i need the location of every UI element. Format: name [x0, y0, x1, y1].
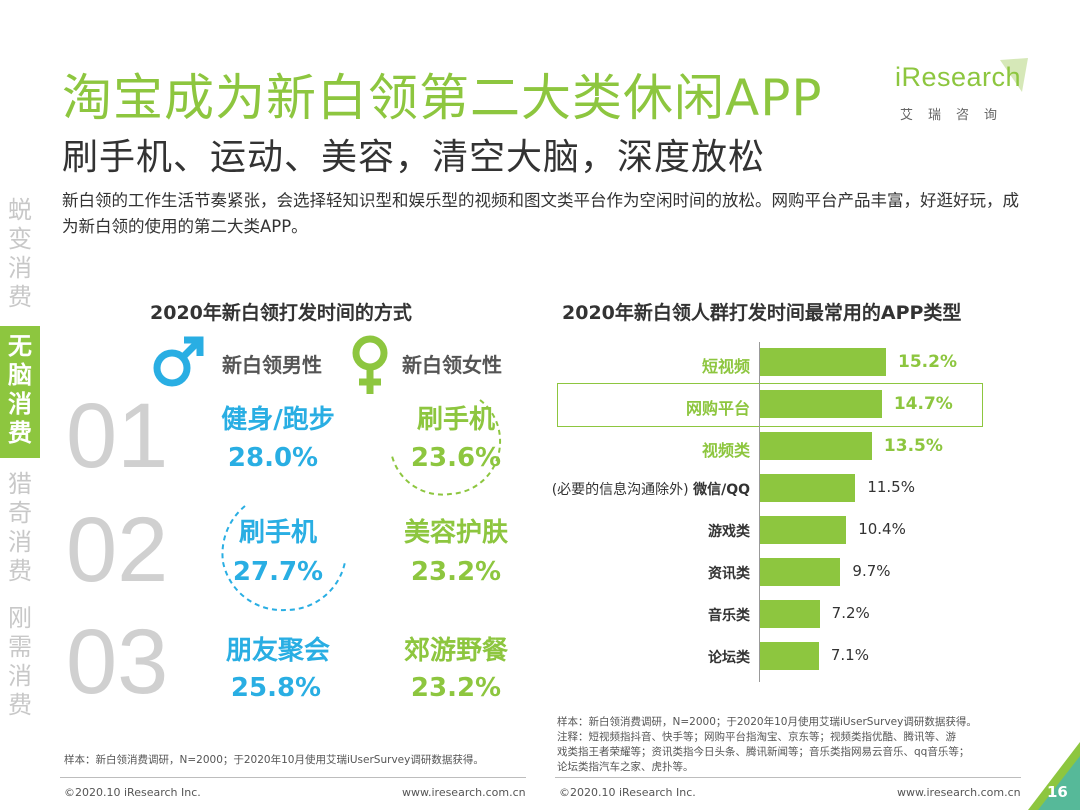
right-notes: 样本：新白领消费调研，N=2000；于2020年10月使用艾瑞iUserSurv… — [557, 715, 977, 775]
female-activity: 刷手机 — [416, 405, 495, 435]
bar — [760, 642, 819, 670]
female-pct: 23.2% — [410, 673, 502, 703]
bar — [760, 558, 841, 586]
bar-category-label: 论坛类 — [708, 650, 750, 666]
bar-value-label: 13.5% — [883, 436, 943, 456]
bar-value-label: 11.5% — [867, 478, 915, 496]
sidebar-section-4[interactable]: 刚 需 消 费 — [0, 604, 40, 722]
bar-category-label: 短视频 — [701, 357, 750, 376]
sidebar-char: 变 — [8, 225, 32, 253]
footer-divider — [60, 777, 526, 778]
sidebar-section-2-active[interactable]: 无 脑 消 费 — [0, 326, 40, 458]
rank-number: 02 — [66, 499, 169, 601]
rank-number: 01 — [66, 385, 169, 487]
bar — [760, 432, 872, 460]
bar-category-label: 视频类 — [701, 441, 750, 460]
footer-divider — [555, 777, 1021, 778]
bar-value-label: 7.2% — [831, 604, 870, 622]
logo-flag-icon — [894, 58, 1028, 98]
bar-value-label: 14.7% — [893, 394, 953, 414]
bar-category-label: 网购平台 — [685, 399, 750, 418]
bar-value-label: 10.4% — [858, 520, 906, 538]
male-symbol-icon — [153, 336, 204, 387]
chart-title: 2020年新白领人群打发时间最常用的APP类型 — [562, 302, 962, 324]
sidebar-char: 消 — [8, 662, 32, 690]
intro-text: 新白领的工作生活节奏紧张，会选择轻知识型和娱乐型的视频和图文类平台作为空闲时间的… — [62, 191, 1019, 236]
male-activity: 朋友聚会 — [225, 636, 330, 666]
bar-category-label: 音乐类 — [708, 608, 750, 624]
footer-url[interactable]: www.iresearch.com.cn — [402, 786, 526, 799]
page-corner-decoration — [1028, 742, 1080, 810]
left-sample-note: 样本：新白领消费调研，N=2000；于2020年10月使用艾瑞iUserSurv… — [64, 754, 484, 766]
note-line: 戏类指王者荣耀等；资讯类指今日头条、腾讯新闻等；音乐类指网易云音乐、qq音乐等； — [557, 746, 970, 758]
sidebar-char: 猎 — [8, 470, 32, 498]
app-type-bar-chart: 短视频 15.2% 网购平台 14.7% 视频类 13.5% (必要的信息沟通除外) 微信/… — [540, 340, 1010, 682]
female-activity: 美容护肤 — [403, 518, 508, 548]
note-line: 论坛类指汽车之家、虎扑等。 — [557, 761, 694, 773]
note-line: 样本：新白领消费调研，N=2000；于2020年10月使用艾瑞iUserSurv… — [557, 716, 977, 728]
sidebar-char: 无 — [8, 332, 32, 360]
page-title: 淘宝成为新白领第二大类休闲APP — [62, 69, 823, 127]
female-pct: 23.6% — [410, 443, 502, 473]
sidebar-char: 脑 — [8, 361, 32, 389]
sidebar-char: 需 — [8, 633, 32, 661]
male-activity: 刷手机 — [238, 518, 317, 548]
page-subtitle: 刷手机、运动、美容，清空大脑，深度放松 — [62, 137, 766, 178]
bar — [760, 516, 847, 544]
bar — [760, 348, 886, 376]
male-activity: 健身/跑步 — [221, 405, 335, 435]
sidebar-char: 蜕 — [8, 196, 32, 224]
sidebar-char: 消 — [8, 254, 32, 282]
bar-category-label: (必要的信息沟通除外) 微信/QQ — [552, 479, 750, 499]
footer-copyright: ©2020.10 iResearch Inc. — [559, 786, 696, 799]
bar — [760, 600, 820, 628]
bar-category-main: 微信/QQ — [693, 482, 750, 498]
footer-url[interactable]: www.iresearch.com.cn — [897, 786, 1021, 799]
sidebar-section-1[interactable]: 蜕 变 消 费 — [0, 196, 40, 314]
male-label: 新白领男性 — [222, 353, 322, 377]
male-rank2-dashed-arc — [221, 505, 346, 612]
bar-category-prefix: (必要的信息沟通除外) — [551, 482, 694, 498]
sidebar-char: 费 — [8, 419, 32, 447]
sidebar-char: 奇 — [8, 499, 32, 527]
chart-axis-line — [759, 342, 760, 682]
rank-number: 03 — [66, 611, 169, 713]
sidebar-section-3[interactable]: 猎 奇 消 费 — [0, 470, 40, 588]
bar-category-label: 资讯类 — [708, 566, 750, 582]
highlight-box — [557, 383, 983, 427]
page-number: 16 — [1047, 783, 1068, 801]
sidebar-char: 费 — [8, 557, 32, 585]
left-panel-title: 2020年新白领打发时间的方式 — [150, 302, 412, 324]
male-pct: 28.0% — [227, 443, 319, 473]
female-label: 新白领女性 — [402, 353, 502, 377]
sidebar-char: 刚 — [8, 604, 32, 632]
female-rank1-dashed-arc — [391, 399, 502, 496]
bar-value-label: 9.7% — [852, 562, 891, 580]
female-activity: 郊游野餐 — [403, 636, 508, 666]
male-pct: 25.8% — [230, 673, 322, 703]
bar-category-label: 游戏类 — [708, 524, 750, 540]
logo-cn-text: 艾瑞咨询 — [900, 108, 1013, 123]
sidebar-char: 消 — [8, 528, 32, 556]
footer-copyright: ©2020.10 iResearch Inc. — [64, 786, 201, 799]
note-line: 注释：短视频指抖音、快手等；网购平台指淘宝、京东等；视频类指优酷、腾讯等、游 — [557, 731, 956, 743]
sidebar-char: 费 — [8, 283, 32, 311]
logo-text: iResearch — [895, 62, 1022, 92]
male-pct: 27.7% — [232, 557, 324, 587]
bar — [760, 474, 856, 502]
bar — [760, 390, 882, 418]
female-pct: 23.2% — [410, 557, 502, 587]
bar-value-label: 7.1% — [830, 646, 869, 664]
sidebar-char: 消 — [8, 390, 32, 418]
bar-value-label: 15.2% — [898, 352, 957, 372]
sidebar-char: 费 — [8, 691, 32, 719]
female-symbol-icon — [352, 335, 388, 394]
